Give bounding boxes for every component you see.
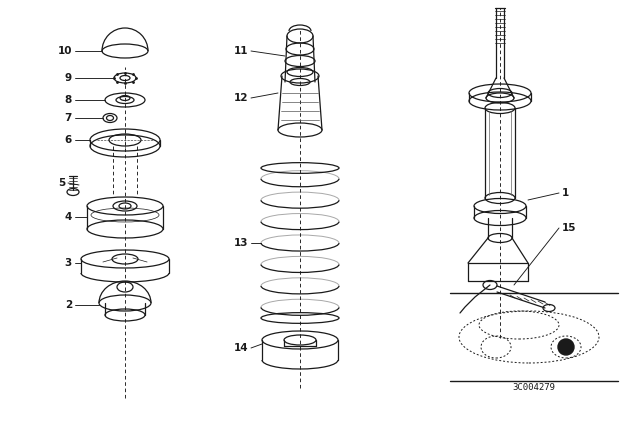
Text: 3: 3 [65, 258, 72, 268]
Text: 2: 2 [65, 300, 72, 310]
Text: 9: 9 [65, 73, 72, 83]
Text: 13: 13 [234, 238, 248, 248]
Text: 5: 5 [58, 178, 65, 188]
Text: 10: 10 [58, 46, 72, 56]
Text: 3C004279: 3C004279 [513, 383, 556, 392]
Text: 14: 14 [234, 343, 248, 353]
Text: 15: 15 [562, 223, 577, 233]
Circle shape [558, 339, 574, 355]
Text: 11: 11 [234, 46, 248, 56]
Text: 4: 4 [65, 212, 72, 222]
Text: 7: 7 [65, 113, 72, 123]
Text: 1: 1 [562, 188, 569, 198]
Text: 6: 6 [65, 135, 72, 145]
Text: 12: 12 [234, 93, 248, 103]
Text: 8: 8 [65, 95, 72, 105]
